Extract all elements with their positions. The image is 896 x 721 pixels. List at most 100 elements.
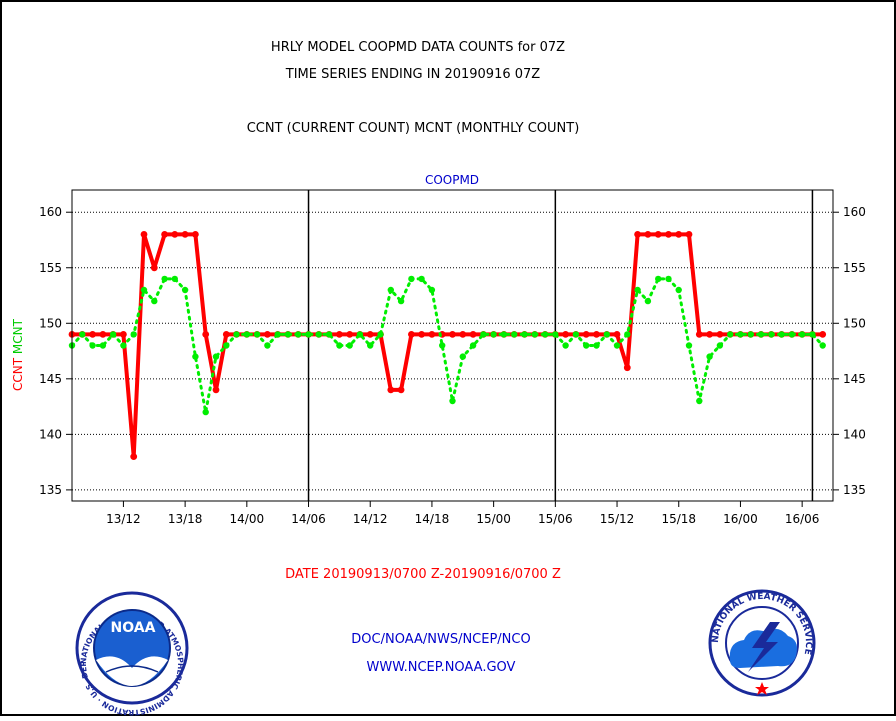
series-layer (68, 231, 827, 460)
website-url: WWW.NCEP.NOAA.GOV (367, 660, 516, 675)
nws-logo: NATIONAL WEATHER SERVICE (708, 589, 816, 697)
data-point-ccnt (202, 331, 210, 338)
data-point-mcnt (315, 331, 322, 338)
data-point-ccnt (192, 231, 199, 238)
data-point-mcnt (120, 342, 127, 349)
y-tick-labels: 135 135 140 140 145 145 150 150 155 155 160 160 (39, 205, 866, 497)
data-point-mcnt (788, 331, 796, 338)
data-point-ccnt (716, 331, 724, 338)
data-point-mcnt (696, 397, 703, 405)
data-point-mcnt (727, 331, 734, 338)
data-point-mcnt (655, 275, 662, 283)
data-point-mcnt (192, 353, 199, 360)
data-point-mcnt (572, 331, 580, 338)
data-point-mcnt (99, 342, 107, 349)
data-point-ccnt (593, 331, 600, 338)
chart-subtitle: CCNT (CURRENT COUNT) MCNT (MONTHLY COUNT… (247, 121, 580, 136)
data-point-mcnt (757, 331, 765, 338)
data-point-mcnt (253, 331, 261, 338)
data-point-mcnt (809, 331, 816, 338)
data-point-ccnt (685, 231, 693, 238)
data-point-ccnt (264, 331, 271, 338)
y-tick-label-right: 160 (843, 205, 866, 219)
y-tick-label: 135 (39, 483, 62, 497)
chart-title-line2: TIME SERIES ENDING IN 20190916 07Z (285, 67, 541, 82)
y-tick-label-right: 135 (843, 483, 866, 497)
x-tick-label: 15/18 (661, 512, 696, 526)
data-point-mcnt (459, 353, 466, 360)
data-point-mcnt (778, 331, 785, 338)
data-point-ccnt (89, 331, 96, 338)
data-point-ccnt (161, 231, 169, 238)
data-point-ccnt (212, 386, 220, 394)
data-point-ccnt (130, 453, 138, 460)
data-point-mcnt (428, 286, 436, 294)
star-icon (755, 682, 769, 695)
data-point-mcnt (593, 342, 600, 349)
x-tick-label: 15/12 (600, 512, 635, 526)
data-point-ccnt (366, 331, 374, 338)
x-tick-label: 16/06 (785, 512, 820, 526)
data-point-mcnt (747, 331, 754, 338)
data-point-ccnt (150, 264, 158, 272)
data-point-mcnt (675, 286, 682, 294)
y-tick-label-right: 140 (843, 427, 866, 441)
data-point-mcnt (140, 286, 148, 294)
data-point-ccnt (140, 231, 148, 238)
x-tick-label: 15/00 (476, 512, 511, 526)
data-point-mcnt (387, 286, 394, 294)
data-point-ccnt (418, 331, 425, 338)
y-tick-label: 160 (39, 205, 62, 219)
y-tick-label-right: 145 (843, 372, 866, 386)
data-point-mcnt (737, 331, 744, 338)
data-point-ccnt (387, 386, 395, 394)
data-point-mcnt (151, 297, 158, 305)
data-point-mcnt (644, 297, 652, 305)
data-point-ccnt (695, 331, 703, 338)
data-point-ccnt (613, 331, 621, 338)
data-point-mcnt (511, 331, 518, 338)
series-mcnt (68, 275, 826, 416)
data-point-mcnt (685, 342, 693, 349)
y-tick-label-right: 150 (843, 316, 866, 330)
date-range-label: DATE 20190913/0700 Z-20190916/0700 Z (285, 567, 561, 582)
data-point-mcnt (356, 331, 364, 338)
data-point-mcnt (603, 331, 610, 338)
data-point-mcnt (819, 342, 826, 349)
data-point-mcnt (305, 331, 312, 338)
data-point-ccnt (623, 364, 631, 372)
data-point-ccnt (408, 331, 415, 338)
data-point-ccnt (397, 386, 405, 394)
data-point-mcnt (181, 286, 189, 294)
data-point-mcnt (325, 331, 333, 338)
x-tick-label: 14/00 (230, 512, 265, 526)
grid-layer (66, 190, 839, 507)
data-point-mcnt (130, 331, 137, 338)
y-axis-label: CCNT MCNT (11, 318, 25, 391)
data-point-mcnt (89, 342, 96, 349)
x-tick-label: 13/18 (168, 512, 203, 526)
data-point-mcnt (768, 331, 775, 338)
data-point-ccnt (634, 231, 641, 238)
data-point-mcnt (531, 331, 538, 338)
data-point-mcnt (79, 331, 86, 338)
data-point-mcnt (521, 331, 528, 338)
x-tick-label: 16/00 (723, 512, 758, 526)
noaa-logo-text: NOAA (111, 620, 156, 636)
data-point-ccnt (706, 331, 713, 338)
data-point-mcnt (161, 275, 168, 283)
data-point-mcnt (223, 342, 230, 349)
data-point-mcnt (552, 331, 559, 338)
data-point-mcnt (243, 331, 250, 338)
data-point-ccnt (665, 231, 672, 238)
series-line-ccnt (70, 232, 825, 459)
data-point-mcnt (469, 342, 477, 349)
data-point-mcnt (613, 342, 621, 349)
x-tick-label: 15/06 (538, 512, 573, 526)
data-point-mcnt (202, 408, 209, 416)
x-tick-label: 14/06 (291, 512, 326, 526)
data-point-mcnt (109, 331, 117, 338)
